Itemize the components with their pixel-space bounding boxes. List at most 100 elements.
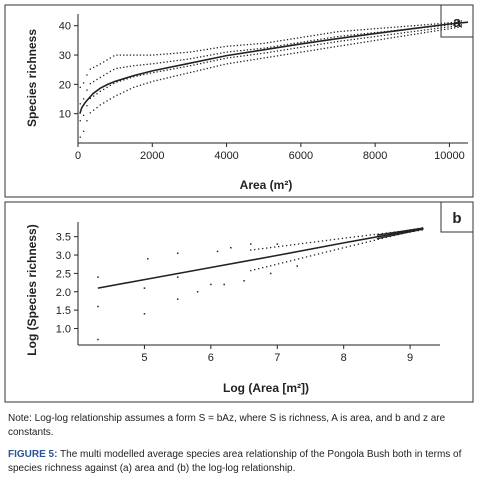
sample-point [380, 31, 382, 33]
sample-point [296, 265, 298, 267]
sample-point [309, 241, 312, 244]
sample-point [293, 47, 295, 50]
sample-point [139, 84, 142, 86]
sample-point [397, 36, 399, 38]
sample-point [276, 40, 279, 42]
sample-point [116, 67, 118, 70]
sample-point [149, 72, 152, 74]
sample-point [300, 36, 302, 39]
sample-point [89, 112, 91, 114]
sample-point [361, 235, 363, 237]
sample-point [417, 33, 419, 35]
sample-point [106, 59, 108, 61]
sample-point [186, 58, 188, 60]
sample-point [153, 71, 155, 74]
panel-b-label-box [440, 201, 474, 233]
sample-point [250, 269, 252, 272]
sample-point [460, 24, 463, 26]
sample-point [206, 48, 208, 50]
sample-point [246, 59, 249, 62]
sample-point [166, 69, 168, 71]
sample-point [417, 24, 419, 26]
sample-point [410, 25, 412, 27]
sample-point [89, 97, 91, 100]
sample-point [210, 60, 212, 63]
sample-point [297, 258, 300, 260]
y-tick-label: 30 [59, 50, 71, 62]
sample-point [129, 54, 132, 56]
sample-point [450, 21, 452, 24]
sample-point [169, 60, 172, 63]
sample-point [256, 53, 259, 55]
sample-point [253, 48, 255, 50]
sample-point [270, 41, 272, 43]
sample-point [313, 34, 315, 37]
sample-point [460, 26, 463, 28]
sample-point [349, 236, 352, 239]
sample-point [193, 57, 195, 59]
sample-point [250, 249, 252, 251]
x-tick-label: 2000 [140, 150, 164, 162]
sample-point [240, 55, 242, 57]
sample-point [276, 45, 279, 47]
sample-point [357, 243, 360, 245]
sample-point [306, 35, 309, 38]
sample-point [353, 236, 356, 238]
sample-point [290, 48, 292, 50]
sample-point [116, 94, 118, 96]
sample-point [113, 82, 115, 85]
sample-point [179, 59, 182, 61]
sample-point [262, 267, 264, 269]
sample-point [327, 47, 329, 49]
sample-point [243, 44, 245, 46]
sample-point [179, 74, 182, 76]
sample-point [169, 53, 172, 55]
sample-point [377, 31, 379, 33]
sample-point [199, 49, 202, 52]
sample-point [285, 244, 288, 247]
panel-b-frame [4, 201, 474, 403]
sample-point [296, 42, 299, 44]
sample-point [236, 44, 239, 47]
sample-point [347, 34, 349, 37]
sample-point [400, 26, 402, 28]
sample-point [444, 28, 446, 31]
sample-point [193, 70, 195, 73]
sample-point [250, 48, 252, 51]
sample-point [143, 73, 145, 76]
sample-point [343, 30, 346, 32]
sample-point [283, 54, 285, 56]
sample-point [82, 114, 85, 117]
sample-point [296, 47, 299, 49]
sample-point [196, 70, 198, 72]
y-tick-label: 20 [59, 79, 71, 91]
sample-point [357, 29, 359, 31]
sample-point [283, 39, 285, 41]
sample-point [433, 28, 436, 30]
sample-point [156, 79, 158, 81]
sample-point [337, 35, 339, 38]
sample-point [430, 23, 432, 25]
sample-point [341, 247, 344, 249]
sample-point [390, 26, 392, 29]
sample-point [176, 252, 179, 255]
sample-point [226, 51, 229, 53]
x-tick-label: 4000 [214, 150, 238, 162]
sample-point [393, 36, 396, 39]
sample-point [280, 54, 282, 56]
sample-point [243, 280, 245, 282]
sample-point [393, 26, 396, 28]
sample-point [300, 46, 302, 48]
sample-point [361, 242, 363, 244]
sample-point [163, 69, 165, 72]
sample-point [323, 42, 325, 45]
sample-point [289, 260, 292, 262]
sample-point [301, 257, 304, 259]
sample-point [433, 23, 436, 25]
sample-point [156, 62, 158, 64]
sample-point [357, 33, 359, 36]
sample-point [390, 33, 392, 36]
sample-point [240, 49, 242, 52]
sample-point [103, 74, 105, 77]
sample-point [325, 251, 328, 253]
